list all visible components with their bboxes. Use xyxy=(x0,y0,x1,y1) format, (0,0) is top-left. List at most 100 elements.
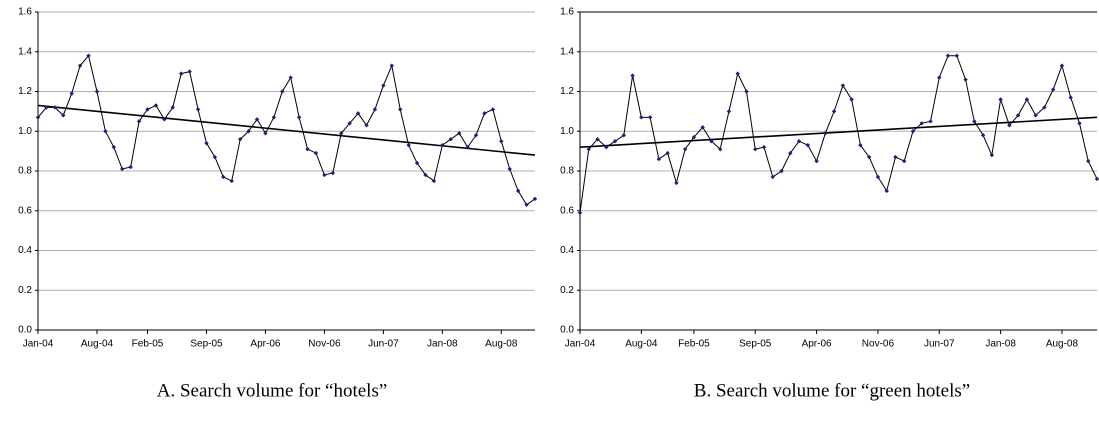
data-marker xyxy=(507,166,512,172)
x-tick-label: Aug-04 xyxy=(625,339,658,350)
data-marker xyxy=(1059,63,1065,68)
data-marker xyxy=(682,146,688,152)
data-marker xyxy=(322,172,327,178)
data-marker xyxy=(61,113,66,118)
data-marker xyxy=(246,129,251,134)
x-tick-label: Aug-04 xyxy=(81,339,114,350)
data-marker xyxy=(398,107,403,112)
data-marker xyxy=(744,89,749,94)
caption: A. Search volume for “hotels” xyxy=(157,380,388,401)
x-tick-label: Jan-08 xyxy=(985,339,1016,350)
data-marker xyxy=(339,131,344,136)
data-marker xyxy=(902,158,907,164)
data-marker xyxy=(35,115,41,120)
y-tick-label: 0.0 xyxy=(18,325,32,336)
data-marker xyxy=(364,123,369,128)
data-marker xyxy=(1077,121,1082,126)
data-marker xyxy=(928,119,933,124)
data-marker xyxy=(440,142,445,148)
x-tick-label: Nov-06 xyxy=(862,339,895,350)
data-marker xyxy=(647,115,653,120)
y-tick-label: 1.6 xyxy=(18,7,32,18)
data-marker xyxy=(170,105,175,110)
data-marker xyxy=(840,83,846,88)
data-marker xyxy=(305,146,310,152)
data-marker xyxy=(796,138,802,144)
data-marker xyxy=(665,150,670,156)
data-marker xyxy=(621,133,627,138)
data-marker xyxy=(136,119,142,124)
data-marker xyxy=(406,142,411,148)
data-marker xyxy=(604,144,609,150)
y-tick-label: 0.2 xyxy=(18,285,32,296)
data-marker xyxy=(162,117,167,122)
y-tick-label: 0.4 xyxy=(560,245,574,256)
data-marker xyxy=(1033,113,1038,118)
data-marker xyxy=(179,71,184,76)
data-marker xyxy=(989,152,995,158)
data-marker xyxy=(515,188,521,194)
data-marker xyxy=(937,75,942,80)
y-tick-label: 1.4 xyxy=(560,46,574,57)
data-marker xyxy=(423,172,428,178)
data-marker xyxy=(499,138,504,144)
data-marker xyxy=(288,75,293,80)
data-marker xyxy=(330,170,336,176)
data-marker xyxy=(381,83,386,88)
data-marker xyxy=(972,119,977,124)
data-marker xyxy=(980,133,986,138)
data-marker xyxy=(866,154,872,160)
data-marker xyxy=(1007,123,1012,128)
x-tick-label: Sep-05 xyxy=(190,339,223,350)
data-marker xyxy=(858,142,863,148)
data-marker xyxy=(221,174,226,180)
data-marker xyxy=(448,137,453,142)
data-marker xyxy=(823,131,828,136)
data-marker xyxy=(296,115,302,120)
trend-line xyxy=(37,104,536,156)
x-tick-label: Feb-05 xyxy=(132,339,164,350)
data-marker xyxy=(473,133,479,138)
data-marker xyxy=(595,137,600,142)
data-marker xyxy=(963,77,968,82)
data-marker xyxy=(831,109,837,114)
data-marker xyxy=(1015,113,1021,118)
data-marker xyxy=(153,103,159,108)
data-marker xyxy=(709,138,714,144)
data-marker xyxy=(1068,95,1073,100)
data-marker xyxy=(945,53,951,58)
y-tick-label: 0.8 xyxy=(560,166,574,177)
data-marker xyxy=(779,168,784,174)
data-marker xyxy=(263,131,268,136)
y-tick-label: 1.2 xyxy=(18,86,32,97)
data-marker xyxy=(805,142,811,148)
data-marker xyxy=(490,107,496,112)
data-marker xyxy=(482,111,487,116)
x-tick-label: Nov-06 xyxy=(308,339,341,350)
data-marker xyxy=(69,91,74,96)
data-marker xyxy=(465,144,470,150)
x-tick-label: Jan-04 xyxy=(23,339,54,350)
x-tick-label: Sep-05 xyxy=(739,339,772,350)
data-marker xyxy=(187,69,192,74)
data-marker xyxy=(120,166,125,172)
y-tick-label: 0.0 xyxy=(560,325,574,336)
y-tick-label: 0.8 xyxy=(18,166,32,177)
data-marker xyxy=(212,154,218,160)
data-marker xyxy=(656,156,662,162)
data-marker xyxy=(761,144,767,150)
data-marker xyxy=(1024,97,1030,102)
data-marker xyxy=(347,121,352,126)
x-tick-label: Jun-07 xyxy=(368,339,399,350)
data-marker xyxy=(372,107,378,112)
data-marker xyxy=(814,158,819,164)
data-marker xyxy=(735,71,740,76)
data-marker xyxy=(145,107,150,112)
data-marker xyxy=(1050,87,1056,92)
data-marker xyxy=(271,115,277,120)
data-marker xyxy=(770,174,775,180)
x-tick-label: Feb-05 xyxy=(678,339,710,350)
data-line xyxy=(37,54,536,206)
data-marker xyxy=(726,109,732,114)
